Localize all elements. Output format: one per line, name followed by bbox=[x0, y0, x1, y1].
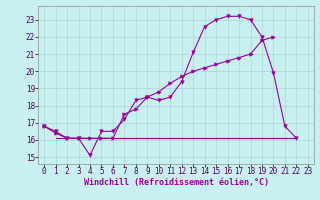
X-axis label: Windchill (Refroidissement éolien,°C): Windchill (Refroidissement éolien,°C) bbox=[84, 178, 268, 187]
